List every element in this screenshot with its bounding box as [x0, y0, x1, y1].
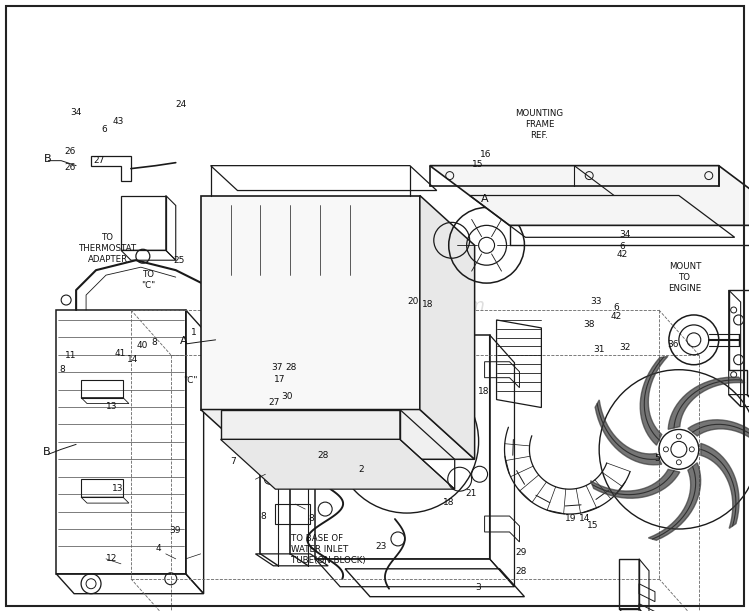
Text: B: B	[43, 447, 50, 457]
Text: A: A	[481, 195, 489, 204]
Text: MOUNT
TO
ENGINE: MOUNT TO ENGINE	[668, 262, 702, 293]
Text: 39: 39	[170, 526, 182, 535]
Text: A: A	[180, 337, 188, 346]
Text: 14: 14	[579, 513, 591, 523]
Text: 34: 34	[620, 230, 631, 239]
Text: 5: 5	[655, 454, 660, 463]
Text: 13: 13	[106, 402, 118, 411]
Polygon shape	[648, 463, 700, 540]
Text: 18: 18	[478, 387, 490, 396]
Text: 15: 15	[586, 521, 598, 531]
Polygon shape	[688, 420, 750, 460]
Text: 28: 28	[286, 363, 297, 372]
Polygon shape	[590, 469, 680, 498]
Text: 34: 34	[70, 108, 82, 118]
Text: eReplacementParts.com: eReplacementParts.com	[265, 297, 485, 315]
Text: 18: 18	[422, 300, 433, 308]
Text: 7: 7	[230, 457, 236, 466]
Polygon shape	[220, 409, 400, 439]
Text: 26: 26	[64, 163, 76, 171]
Bar	[81, 479, 123, 497]
Text: 17: 17	[274, 375, 285, 384]
Text: 27: 27	[94, 156, 105, 165]
Text: TO BASE OF
WATER INLET
TUBE(ON BLOCK): TO BASE OF WATER INLET TUBE(ON BLOCK)	[291, 534, 366, 565]
Text: "C": "C"	[183, 376, 198, 386]
Text: 20: 20	[407, 297, 419, 305]
Polygon shape	[201, 195, 420, 409]
Text: 26: 26	[64, 147, 76, 157]
Bar	[81, 379, 123, 398]
Text: 28: 28	[317, 451, 328, 460]
Text: 4: 4	[155, 544, 161, 553]
Polygon shape	[201, 409, 475, 459]
Text: 15: 15	[472, 160, 484, 169]
Text: 2: 2	[358, 465, 364, 474]
Text: 32: 32	[620, 343, 631, 352]
Text: 8: 8	[260, 512, 266, 521]
Polygon shape	[220, 439, 454, 489]
Text: 23: 23	[375, 542, 387, 551]
Text: 14: 14	[128, 355, 139, 364]
Text: 12: 12	[106, 554, 118, 563]
Text: 37: 37	[272, 363, 283, 372]
Text: TO
"C": TO "C"	[142, 271, 156, 291]
Text: 27: 27	[268, 398, 280, 407]
Text: 16: 16	[480, 151, 491, 159]
Text: 29: 29	[515, 548, 526, 558]
Text: 8: 8	[308, 513, 314, 523]
Text: 40: 40	[136, 341, 148, 350]
Text: 18: 18	[442, 498, 454, 507]
Polygon shape	[640, 356, 668, 445]
Text: TO
THERMOSTAT
ADAPTER: TO THERMOSTAT ADAPTER	[80, 233, 137, 264]
Text: 25: 25	[173, 256, 185, 265]
Text: 8: 8	[60, 365, 65, 375]
Text: MOUNTING
FRAME
REF.: MOUNTING FRAME REF.	[515, 109, 563, 140]
Text: 42: 42	[610, 313, 622, 321]
Text: 38: 38	[584, 320, 596, 329]
Text: 6: 6	[620, 242, 626, 251]
Text: 3: 3	[476, 583, 481, 592]
Text: 13: 13	[112, 484, 123, 493]
Polygon shape	[596, 400, 662, 465]
Text: 1: 1	[190, 327, 196, 337]
Polygon shape	[668, 377, 745, 430]
Text: 36: 36	[668, 340, 679, 349]
Polygon shape	[700, 443, 739, 528]
Text: 30: 30	[281, 392, 292, 401]
Text: 24: 24	[176, 100, 187, 110]
Text: 43: 43	[113, 117, 125, 126]
Text: B: B	[44, 154, 52, 163]
Text: 6: 6	[614, 304, 620, 312]
Polygon shape	[420, 195, 475, 459]
Text: 28: 28	[515, 567, 526, 576]
Text: 41: 41	[115, 349, 126, 358]
Text: 31: 31	[593, 345, 605, 354]
Text: 11: 11	[65, 351, 76, 360]
Text: 21: 21	[466, 489, 477, 498]
Text: 19: 19	[565, 513, 577, 523]
Text: HOT: HOT	[289, 293, 332, 311]
Text: 42: 42	[616, 250, 628, 259]
Text: 8: 8	[152, 338, 157, 347]
Text: 33: 33	[590, 297, 602, 305]
Text: 6: 6	[102, 125, 107, 134]
Polygon shape	[430, 166, 750, 225]
